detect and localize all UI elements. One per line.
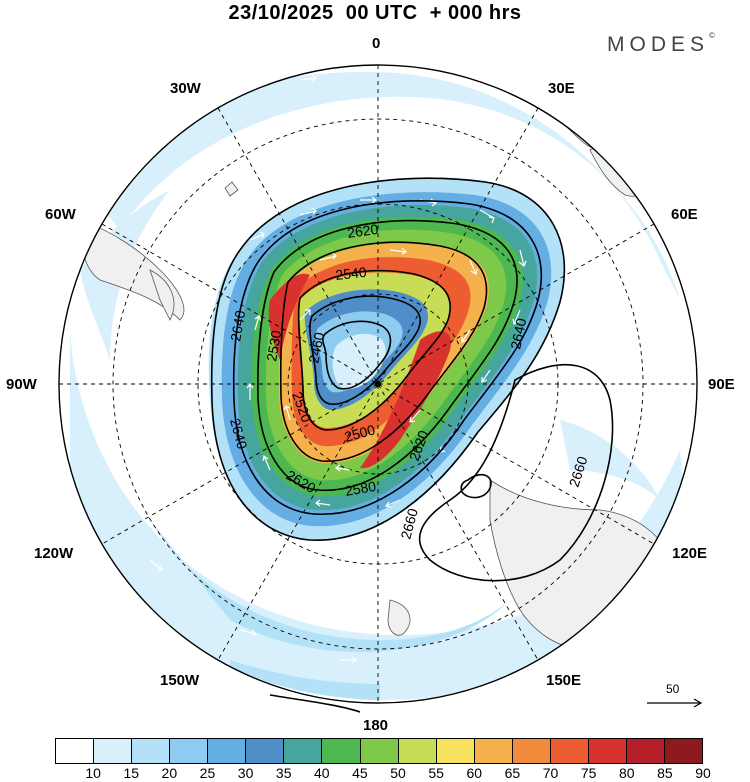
longitude-label-90e: 90E <box>708 376 735 393</box>
colorbar-bin <box>170 739 209 763</box>
colorbar-tick-label: 65 <box>504 765 521 781</box>
contour-label-group: 2620 2540 2460 2530 2640 2640 2660 2640 … <box>227 221 590 541</box>
longitude-label-90w: 90W <box>6 376 37 393</box>
contour-label: 2660 <box>397 506 421 540</box>
contour-label: 2620 <box>346 221 379 241</box>
colorbar-tick-label: 80 <box>618 765 635 781</box>
colorbar-bin <box>322 739 361 763</box>
wind-vectors <box>97 74 623 664</box>
contour-label: 2540 <box>335 264 368 283</box>
colorbar-tick-label: 50 <box>390 765 406 781</box>
colorbar-tick-label: 15 <box>123 765 140 781</box>
colorbar-bin <box>588 739 627 763</box>
colorbar-bin <box>665 739 703 763</box>
longitude-label-150e: 150E <box>546 672 582 689</box>
colorbar-bin <box>208 739 247 763</box>
contour-label: 2640 <box>227 309 248 343</box>
colorbar-bin <box>398 739 437 763</box>
colorbar <box>55 738 703 764</box>
colorbar-tick-label: 45 <box>352 765 368 781</box>
brand-mark: © <box>709 31 715 40</box>
height-contours <box>210 177 614 713</box>
colorbar-bin <box>474 739 513 763</box>
brand-text: MODES <box>607 33 710 56</box>
colorbar-tick-label: 75 <box>580 765 597 781</box>
longitude-label-60w: 60W <box>45 206 76 223</box>
colorbar-bin <box>94 739 133 763</box>
graticule <box>59 65 697 703</box>
colorbar-labels: 10 15 20 25 30 35 40 45 50 55 60 65 70 75 80 85 90 <box>0 765 750 782</box>
longitude-label-120e: 120E <box>672 545 708 562</box>
pole-dot-icon <box>375 381 381 387</box>
colorbar-tick-label: 20 <box>161 765 178 781</box>
reference-vector-label: 50 <box>666 682 680 696</box>
colorbar-bin <box>512 739 551 763</box>
colorbar-tick-label: 35 <box>275 765 292 781</box>
colorbar-bin <box>284 739 323 763</box>
colorbar-tick-label: 40 <box>314 765 330 781</box>
colorbar-bin <box>56 739 95 763</box>
longitude-label-30w: 30W <box>170 80 201 97</box>
contour-label: 2640 <box>507 317 529 351</box>
longitude-label-0: 0 <box>372 35 381 52</box>
colorbar-tick-label: 10 <box>85 765 101 781</box>
reference-arrow-icon <box>647 698 703 708</box>
colorbar-tick-label: 55 <box>428 765 444 781</box>
brand-logo: MODES© <box>607 31 715 57</box>
colorbar-tick-label: 70 <box>542 765 559 781</box>
contour-label: 2640 <box>227 417 251 451</box>
longitude-label-30e: 30E <box>548 80 575 97</box>
colorbar-tick-label: 30 <box>237 765 254 781</box>
contour-label: 2580 <box>344 478 378 499</box>
longitude-label-120w: 120W <box>34 545 74 562</box>
longitude-label-60e: 60E <box>671 206 698 223</box>
colorbar-tick-label: 85 <box>657 765 673 781</box>
colorbar-bin <box>436 739 475 763</box>
contour-label: 2500 <box>343 421 377 445</box>
colorbar-bin <box>132 739 171 763</box>
colorbar-bin <box>360 739 399 763</box>
contour-label: 2530 <box>263 329 284 363</box>
colorbar-tick-label: 60 <box>466 765 483 781</box>
map-title: 23/10/2025 00 UTC + 000 hrs <box>228 2 522 24</box>
colorbar-bin <box>550 739 589 763</box>
colorbar-tick-label: 25 <box>199 765 216 781</box>
longitude-label-150w: 150W <box>160 672 200 689</box>
contour-label: 2460 <box>305 331 327 365</box>
colorbar-bin <box>246 739 285 763</box>
colorbar-tick-label: 90 <box>695 765 711 781</box>
longitude-label-180: 180 <box>363 717 389 734</box>
colorbar-bin <box>626 739 665 763</box>
